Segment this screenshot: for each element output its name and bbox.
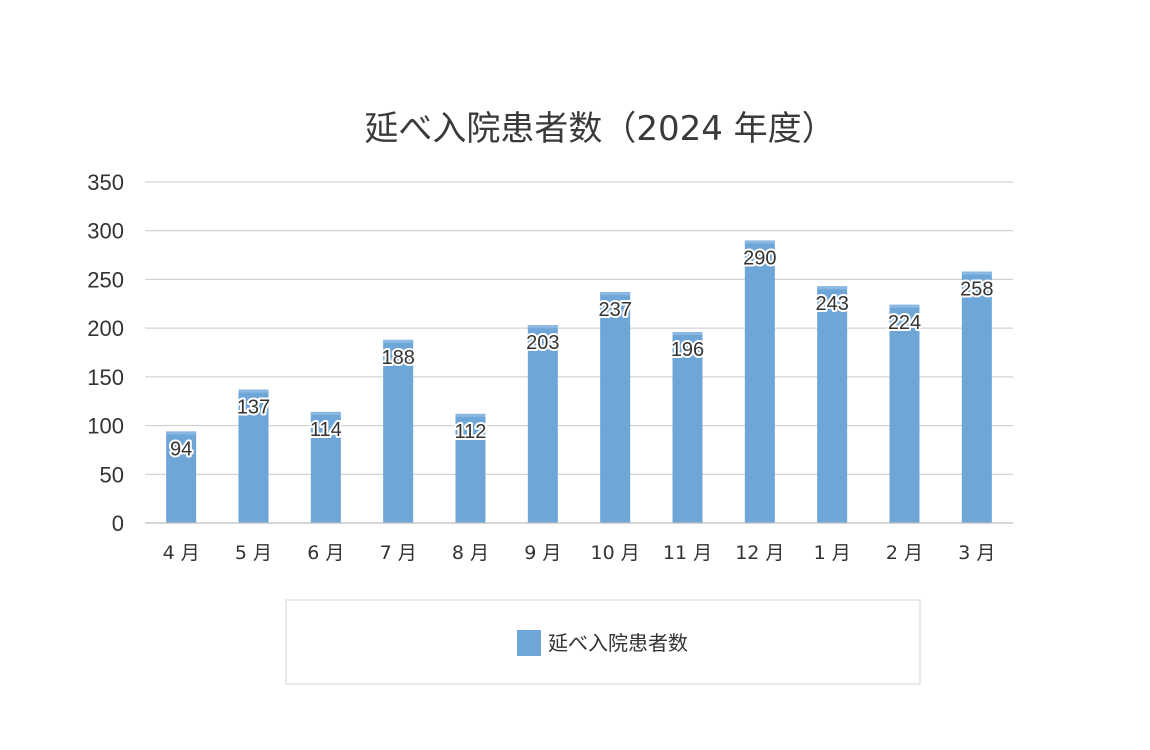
bar-cap bbox=[383, 339, 414, 343]
data-labels: 94 137 114 188 112 203 237 196 290 243 224 258 bbox=[168, 245, 995, 462]
bar bbox=[455, 413, 486, 523]
bar bbox=[672, 332, 703, 523]
bar-cap bbox=[889, 304, 920, 308]
x-tick-label: 4 月 bbox=[163, 542, 200, 564]
data-label: 114 bbox=[310, 419, 342, 441]
y-tick-label: 150 bbox=[87, 365, 124, 390]
legend-swatch bbox=[517, 630, 541, 656]
bar bbox=[744, 240, 775, 523]
chart-title: 延べ入院患者数（2024 年度） bbox=[364, 109, 835, 149]
bar-cap bbox=[166, 431, 197, 435]
y-tick-label: 50 bbox=[100, 462, 124, 487]
legend-frame bbox=[285, 599, 921, 685]
bar-cap bbox=[310, 411, 341, 415]
x-tick-label: 9 月 bbox=[524, 542, 561, 564]
bar bbox=[238, 389, 269, 523]
bar bbox=[166, 431, 197, 523]
bar bbox=[310, 411, 341, 523]
bar bbox=[527, 325, 558, 523]
bar-cap bbox=[455, 413, 486, 417]
bar bbox=[600, 292, 631, 523]
data-label: 237 bbox=[598, 299, 631, 321]
x-tick-label: 12 月 bbox=[735, 542, 784, 564]
y-tick-label: 300 bbox=[87, 219, 124, 244]
y-tick-label: 200 bbox=[87, 316, 124, 341]
gridlines bbox=[145, 181, 1013, 524]
x-axis: 4 月 5 月 6 月 7 月 8 月 9 月 10 月 11 月 12 月 1 月 2 月 3 月 bbox=[145, 522, 1013, 564]
data-label: 290 bbox=[743, 247, 776, 269]
y-axis: 0 50 100 150 200 250 300 350 bbox=[87, 170, 124, 536]
x-tick-label: 3 月 bbox=[958, 542, 995, 564]
bar-cap bbox=[672, 332, 703, 336]
data-label: 243 bbox=[815, 293, 848, 315]
y-tick-label: 100 bbox=[87, 414, 124, 439]
data-label: 224 bbox=[888, 312, 921, 334]
bar-cap bbox=[817, 286, 848, 290]
bar bbox=[889, 304, 920, 523]
data-label: 94 bbox=[170, 438, 192, 460]
legend-label: 延べ入院患者数 bbox=[548, 631, 688, 655]
bar-cap bbox=[744, 240, 775, 244]
bar-cap bbox=[527, 325, 558, 329]
bar bbox=[383, 339, 414, 523]
data-label: 137 bbox=[237, 397, 270, 419]
y-tick-label: 350 bbox=[87, 170, 124, 195]
data-label: 203 bbox=[526, 332, 559, 354]
data-label: 188 bbox=[381, 347, 414, 369]
bar-series bbox=[166, 240, 992, 523]
x-tick-label: 6 月 bbox=[307, 542, 344, 564]
x-tick-label: 8 月 bbox=[452, 542, 489, 564]
x-tick-label: 11 月 bbox=[663, 542, 712, 564]
x-tick-label: 7 月 bbox=[380, 542, 417, 564]
data-label: 196 bbox=[671, 339, 704, 361]
x-tick-label: 1 月 bbox=[814, 542, 851, 564]
data-label: 112 bbox=[455, 421, 487, 443]
legend: 延べ入院患者数 bbox=[285, 599, 921, 685]
bar-cap bbox=[238, 389, 269, 393]
x-tick-label: 10 月 bbox=[591, 542, 640, 564]
x-tick-label: 2 月 bbox=[886, 542, 923, 564]
bar bbox=[961, 271, 992, 523]
x-tick-label: 5 月 bbox=[235, 542, 272, 564]
y-tick-label: 250 bbox=[87, 267, 124, 292]
bar-cap bbox=[600, 292, 631, 296]
y-tick-label: 0 bbox=[112, 511, 124, 536]
data-label: 258 bbox=[960, 279, 993, 301]
bar bbox=[817, 286, 848, 523]
bar-cap bbox=[961, 271, 992, 275]
